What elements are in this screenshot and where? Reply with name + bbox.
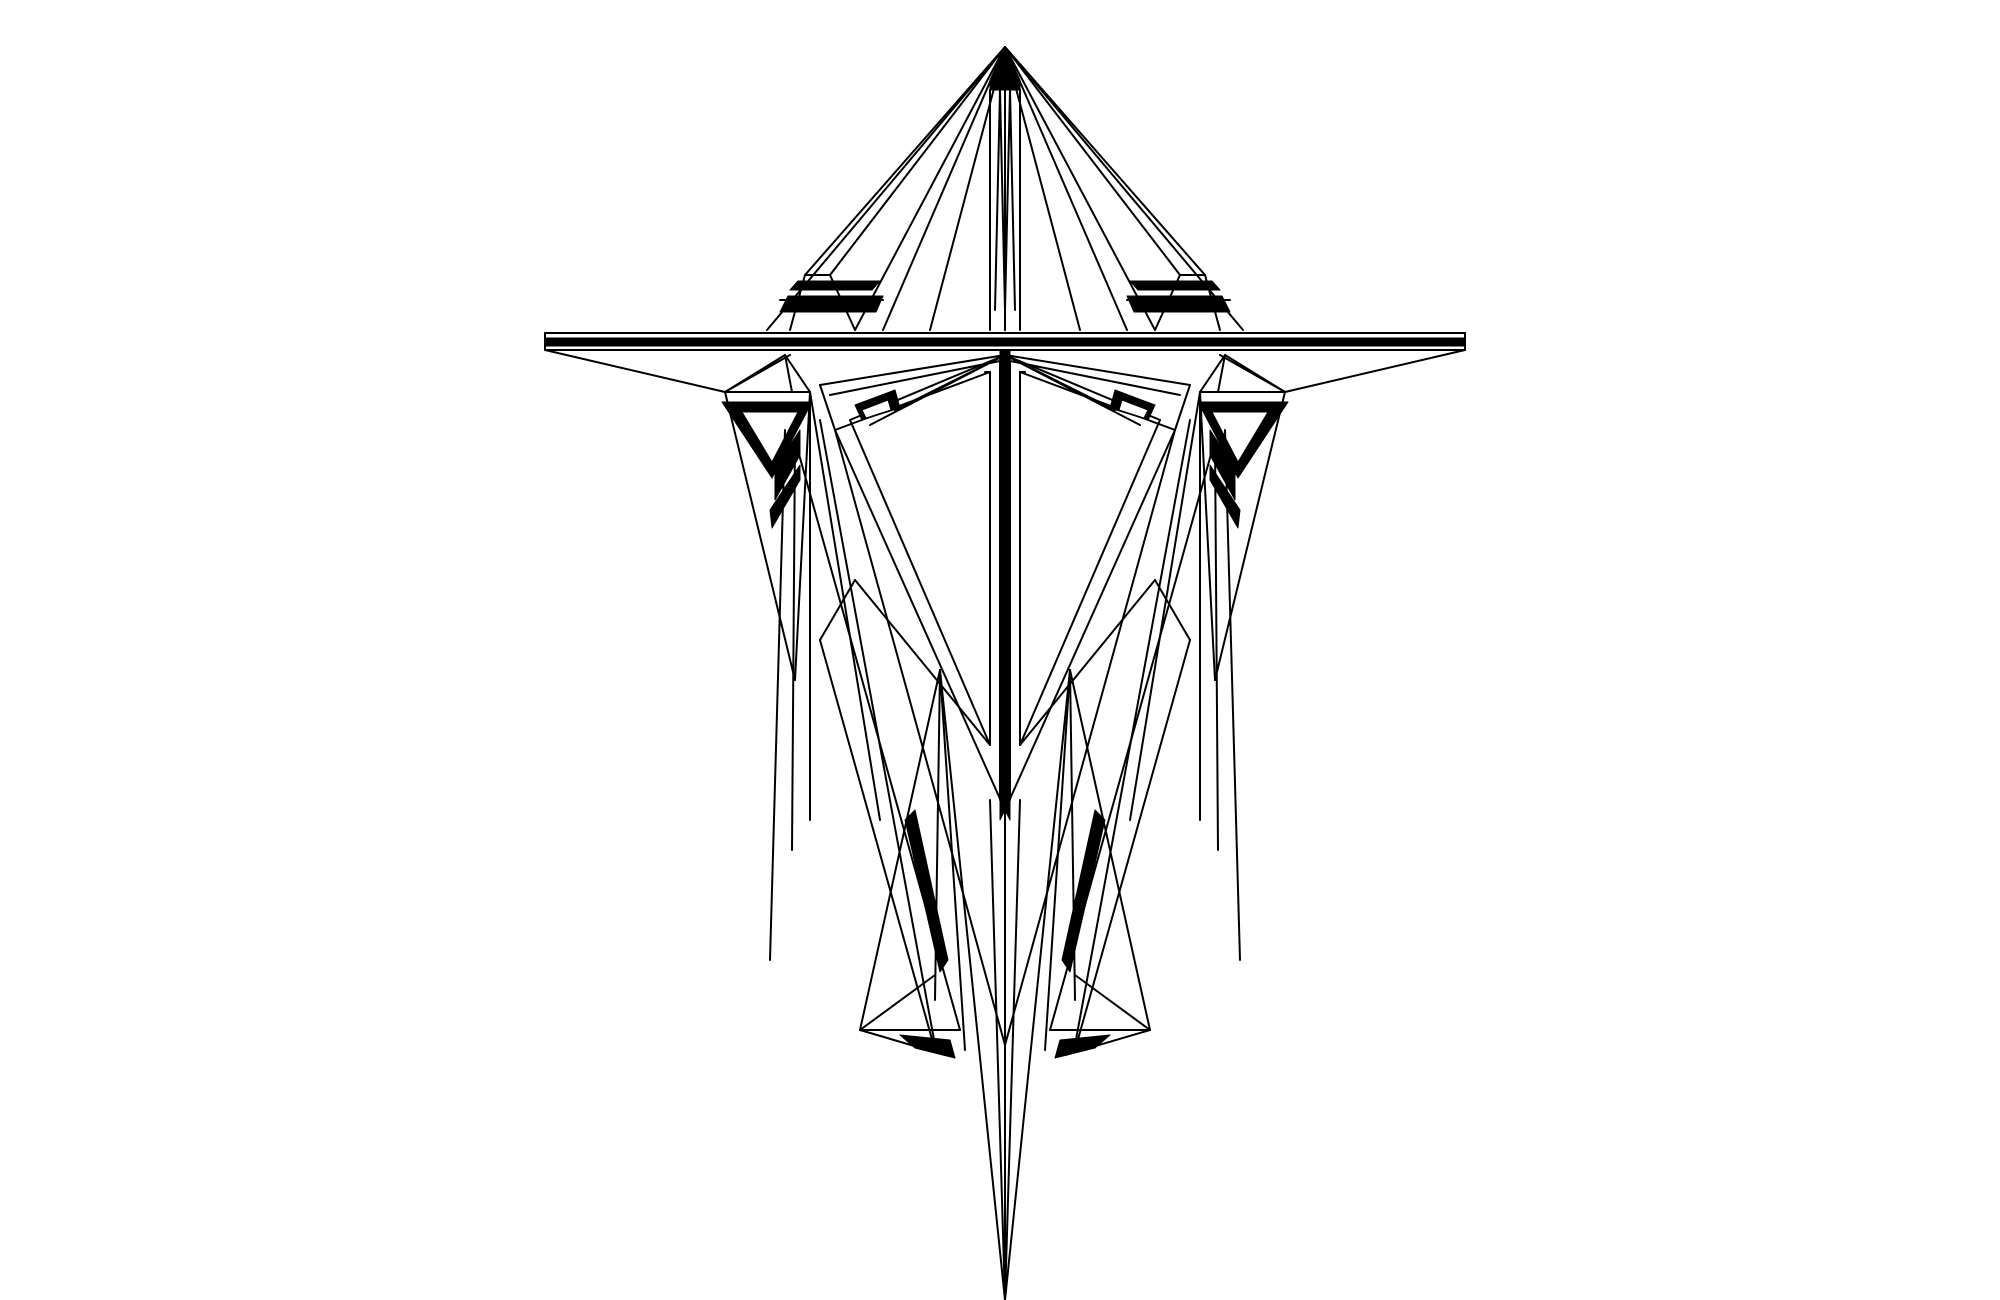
left-half <box>545 47 1010 1300</box>
side-pendant <box>722 355 812 960</box>
inner-shield <box>820 350 1010 820</box>
left-wing <box>545 350 790 392</box>
right-half <box>1000 47 1465 1300</box>
upper-pyramid <box>767 47 1005 330</box>
lower-structure <box>795 392 1005 1300</box>
horizontal-bar <box>545 333 1005 350</box>
